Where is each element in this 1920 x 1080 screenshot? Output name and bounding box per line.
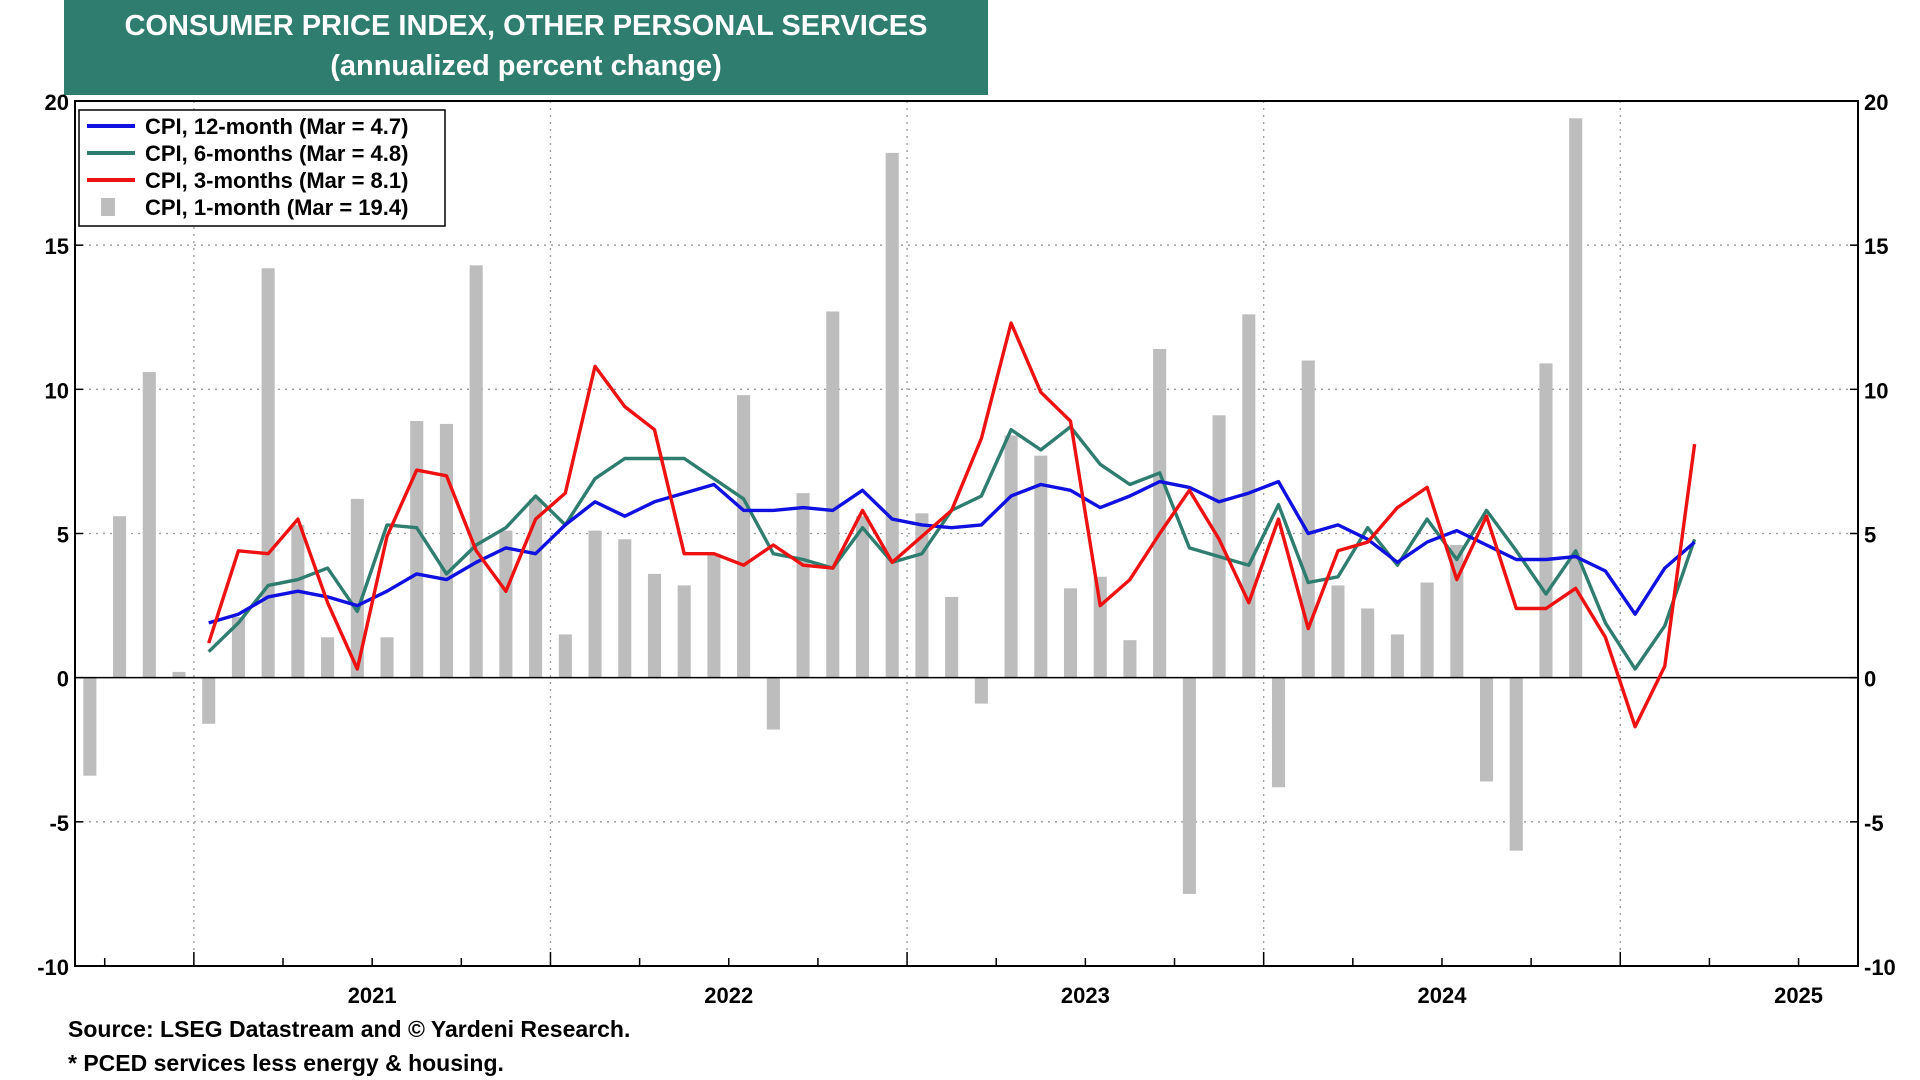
bar-1-month — [1093, 576, 1107, 678]
bar-1-month — [1153, 348, 1167, 678]
bar-1-month — [499, 530, 513, 678]
bar-1-month — [1331, 585, 1345, 678]
bar-1-month — [410, 421, 424, 678]
bar-1-month — [469, 265, 483, 678]
bar-1-month — [113, 516, 127, 678]
bar-1-month — [588, 530, 602, 678]
axis-labels-layer: 20 20 15 15 10 10 5 5 0 0 -5 -5 -10 -10 2021 2022 2023 20… — [37, 90, 1896, 1008]
bar-1-month — [261, 268, 275, 678]
y-tick-label-right: 15 — [1864, 234, 1888, 259]
bar-1-month — [1480, 677, 1494, 782]
bar-1-month — [618, 539, 632, 678]
chart-title-box: CONSUMER PRICE INDEX, OTHER PERSONAL SER… — [64, 0, 988, 95]
bar-1-month — [885, 152, 899, 678]
bar-1-month — [677, 585, 691, 678]
bar-1-month — [231, 617, 245, 678]
bar-1-month — [855, 516, 870, 678]
grid-layer — [75, 101, 1858, 966]
chart-subtitle: (annualized percent change) — [330, 50, 722, 82]
y-tick-label-left: 15 — [45, 234, 69, 259]
y-tick-label-left: 20 — [45, 90, 69, 115]
bar-1-month — [439, 423, 453, 678]
bar-1-month — [707, 553, 721, 678]
bar-1-month — [380, 637, 394, 678]
y-tick-label-left: 5 — [57, 523, 69, 548]
legend-label: CPI, 3-months (Mar = 8.1) — [145, 168, 408, 193]
bar-1-month — [737, 395, 751, 678]
x-year-label: 2021 — [348, 983, 397, 1008]
line-cpi-3-months — [207, 321, 1697, 729]
bar-1-month — [172, 671, 186, 678]
y-tick-label-right: 10 — [1864, 378, 1888, 403]
bar-1-month — [529, 498, 543, 678]
x-year-label: 2023 — [1061, 983, 1110, 1008]
y-tick-label-left: -10 — [37, 955, 69, 980]
legend: CPI, 12-month (Mar = 4.7)CPI, 6-months (… — [78, 109, 446, 227]
y-tick-label-right: 20 — [1864, 90, 1888, 115]
footnote: * PCED services less energy & housing. — [68, 1050, 504, 1076]
bar-1-month — [1390, 634, 1404, 678]
bar-1-month — [142, 372, 156, 678]
bar-1-month — [974, 677, 988, 704]
legend-label: CPI, 6-months (Mar = 4.8) — [145, 141, 408, 166]
y-tick-label-left: -5 — [49, 811, 69, 836]
bar-1-month — [1242, 314, 1256, 678]
bar-1-month — [202, 677, 216, 724]
bar-1-month — [83, 677, 97, 776]
bar-1-month — [1509, 677, 1523, 851]
legend-label: CPI, 12-month (Mar = 4.7) — [145, 114, 408, 139]
x-year-label: 2025 — [1774, 983, 1823, 1008]
x-year-label: 2024 — [1417, 983, 1467, 1008]
y-tick-label-left: 0 — [57, 667, 69, 692]
bar-1-month — [1063, 588, 1078, 678]
bar-1-month — [321, 637, 335, 678]
bar-1-month — [1004, 435, 1018, 678]
bar-1-month — [766, 677, 780, 730]
bar-1-month — [826, 311, 840, 678]
line-cpi-12-month — [208, 479, 1696, 625]
bars-layer — [83, 118, 1583, 894]
legend-swatch-bar — [101, 198, 115, 216]
bar-1-month — [558, 634, 572, 678]
y-tick-label-right: -10 — [1864, 955, 1896, 980]
bar-1-month — [1301, 360, 1315, 678]
lines-layer — [207, 321, 1697, 729]
y-tick-label-right: 5 — [1864, 523, 1876, 548]
y-tick-label-right: -5 — [1864, 811, 1884, 836]
bar-1-month — [796, 493, 810, 678]
bar-1-month — [1212, 415, 1226, 678]
ticks-layer — [75, 100, 1858, 967]
bar-1-month — [291, 524, 305, 678]
bar-1-month — [1123, 640, 1137, 678]
bar-1-month — [1271, 677, 1286, 788]
bar-1-month — [350, 498, 364, 678]
bar-1-month — [1034, 455, 1048, 678]
chart-title: CONSUMER PRICE INDEX, OTHER PERSONAL SER… — [124, 10, 928, 42]
bar-1-month — [1539, 363, 1553, 678]
y-tick-label-right: 0 — [1864, 667, 1876, 692]
bar-1-month — [1182, 677, 1196, 894]
legend-label: CPI, 1-month (Mar = 19.4) — [145, 195, 408, 220]
bar-1-month — [647, 573, 662, 678]
x-year-label: 2022 — [704, 983, 753, 1008]
y-tick-label-left: 10 — [45, 378, 69, 403]
bar-1-month — [1361, 608, 1375, 678]
bar-1-month — [1450, 545, 1464, 678]
bar-1-month — [1569, 118, 1583, 678]
source-note: Source: LSEG Datastream and © Yardeni Re… — [68, 1016, 631, 1042]
legend-box — [78, 109, 446, 227]
bar-1-month — [1420, 582, 1434, 678]
bar-1-month — [945, 596, 959, 678]
